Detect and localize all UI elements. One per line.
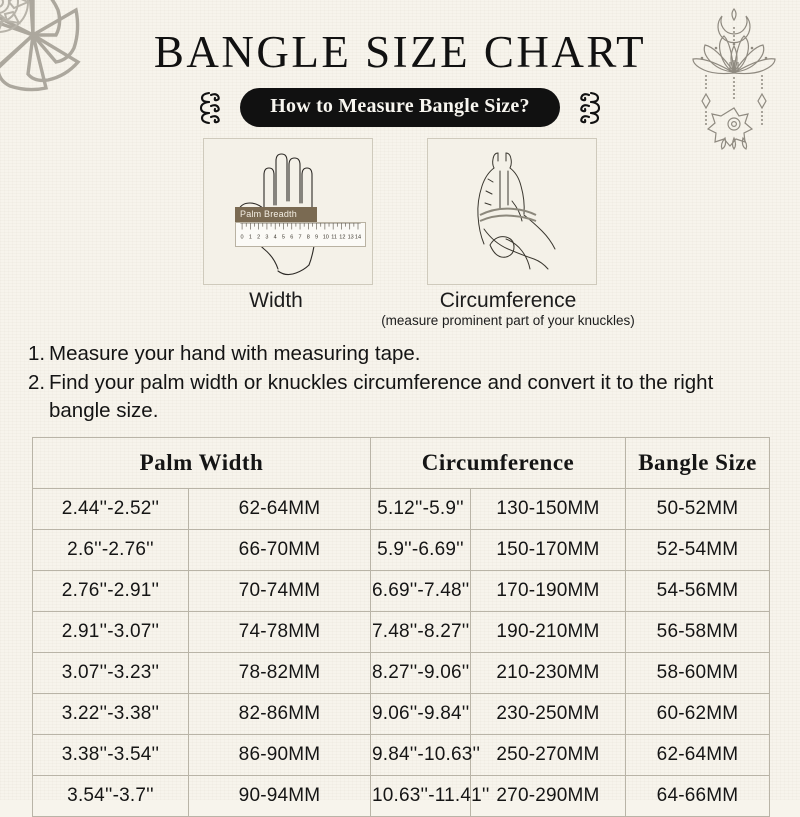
table-row: 3.54''-3.7'' 90-94MM 10.63''-11.41'' 270… [32,775,770,817]
cell-bangle-size: 54-56MM [625,570,770,612]
svg-text:3: 3 [265,235,268,241]
cell-circumference-mm: 270-290MM [470,775,626,817]
cell-circumference-mm: 190-210MM [470,611,626,653]
cell-palm-width-inches: 3.38''-3.54'' [32,734,189,776]
palm-breadth-label: Palm Breadth [235,207,317,222]
hand-knuckles-tape-icon [477,152,556,270]
cell-palm-width-inches: 2.44''-2.52'' [32,488,189,530]
cell-circumference-mm: 130-150MM [470,488,626,530]
cell-palm-width-mm: 86-90MM [188,734,371,776]
squiggle-left-icon [200,91,221,124]
how-to-measure-badge: How to Measure Bangle Size? [240,88,560,127]
cell-circumference-inches: 7.48''-8.27'' [370,611,471,653]
cell-bangle-size: 50-52MM [625,488,770,530]
column-header-circumference: Circumference [370,437,626,489]
squiggle-right-icon [579,91,600,124]
table-row: 2.91''-3.07'' 74-78MM 7.48''-8.27'' 190-… [32,611,770,653]
table-row: 2.44''-2.52'' 62-64MM 5.12''-5.9'' 130-1… [32,488,770,530]
svg-text:10: 10 [323,235,329,241]
caption-width: Width [249,289,303,312]
svg-text:7: 7 [299,235,302,241]
cell-circumference-inches: 5.9''-6.69'' [370,529,471,571]
table-row: 2.76''-2.91'' 70-74MM 6.69''-7.48'' 170-… [32,570,770,612]
instruction-item: 1. Measure your hand with measuring tape… [28,340,772,367]
mandala-ornament-icon [0,0,81,92]
column-header-palm-width: Palm Width [32,437,371,489]
cell-palm-width-mm: 62-64MM [188,488,371,530]
svg-text:6: 6 [290,235,293,241]
cell-bangle-size: 56-58MM [625,611,770,653]
svg-text:2: 2 [257,235,260,241]
how-to-measure-banner: How to Measure Bangle Size? [0,88,800,127]
cell-circumference-inches: 6.69''-7.48'' [370,570,471,612]
instruction-item: 2. Find your palm width or knuckles circ… [28,369,772,424]
cell-palm-width-mm: 78-82MM [188,652,371,694]
cell-circumference-mm: 210-230MM [470,652,626,694]
svg-text:8: 8 [307,235,310,241]
svg-text:0: 0 [241,235,244,241]
cell-circumference-inches: 9.84''-10.63'' [370,734,480,776]
cell-circumference-inches: 5.12''-5.9'' [370,488,471,530]
instructions-list: 1. Measure your hand with measuring tape… [28,340,772,426]
cell-circumference-inches: 9.06''-9.84'' [370,693,471,735]
circumference-illustration [427,138,597,285]
lotus-ornament-icon [692,8,776,150]
cell-bangle-size: 60-62MM [625,693,770,735]
cell-bangle-size: 62-64MM [625,734,770,776]
cell-circumference-mm: 250-270MM [470,734,626,776]
cell-palm-width-inches: 2.6''-2.76'' [32,529,189,571]
cell-bangle-size: 52-54MM [625,529,770,571]
svg-text:13: 13 [348,235,354,241]
cell-palm-width-mm: 90-94MM [188,775,371,817]
instruction-number: 2. [28,371,46,395]
cell-circumference-inches: 8.27''-9.06'' [370,652,471,694]
cell-palm-width-mm: 70-74MM [188,570,371,612]
svg-text:5: 5 [282,235,285,241]
table-row: 2.6''-2.76'' 66-70MM 5.9''-6.69'' 150-17… [32,529,770,571]
table-header-row: Palm Width Circumference Bangle Size [32,437,770,489]
cell-palm-width-inches: 3.22''-3.38'' [32,693,189,735]
caption-circumference-note: (measure prominent part of your knuckles… [381,313,635,328]
svg-text:4: 4 [274,235,277,241]
instruction-text: Measure your hand with measuring tape. [49,342,421,365]
cell-circumference-mm: 230-250MM [470,693,626,735]
instruction-number: 1. [28,342,46,365]
svg-text:9: 9 [315,235,318,241]
cell-palm-width-mm: 82-86MM [188,693,371,735]
svg-text:11: 11 [331,235,337,241]
page-title: BANGLE SIZE CHART [153,27,647,77]
cell-circumference-inches: 10.63''-11.41'' [370,775,489,817]
cell-circumference-mm: 150-170MM [470,529,626,571]
svg-text:12: 12 [339,235,345,241]
cell-bangle-size: 64-66MM [625,775,770,817]
cell-bangle-size: 58-60MM [625,652,770,694]
table-row: 3.38''-3.54'' 86-90MM 9.84''-10.63'' 250… [32,734,770,776]
instruction-text: Find your palm width or knuckles circumf… [49,371,714,422]
svg-text:1: 1 [249,235,252,241]
cell-palm-width-inches: 3.54''-3.7'' [32,775,189,817]
column-header-bangle-size: Bangle Size [625,437,770,489]
caption-circumference: Circumference [439,289,577,312]
cell-palm-width-mm: 66-70MM [188,529,371,571]
palm-width-illustration: Palm Breadth [203,138,373,285]
cell-circumference-mm: 170-190MM [470,570,626,612]
cell-palm-width-mm: 74-78MM [188,611,371,653]
cell-palm-width-inches: 3.07''-3.23'' [32,652,189,694]
bangle-size-table: Palm Width Circumference Bangle Size 2.4… [32,437,770,817]
svg-text:14: 14 [355,235,361,241]
cell-palm-width-inches: 2.91''-3.07'' [32,611,189,653]
table-row: 3.22''-3.38'' 82-86MM 9.06''-9.84'' 230-… [32,693,770,735]
table-row: 3.07''-3.23'' 78-82MM 8.27''-9.06'' 210-… [32,652,770,694]
cell-palm-width-inches: 2.76''-2.91'' [32,570,189,612]
